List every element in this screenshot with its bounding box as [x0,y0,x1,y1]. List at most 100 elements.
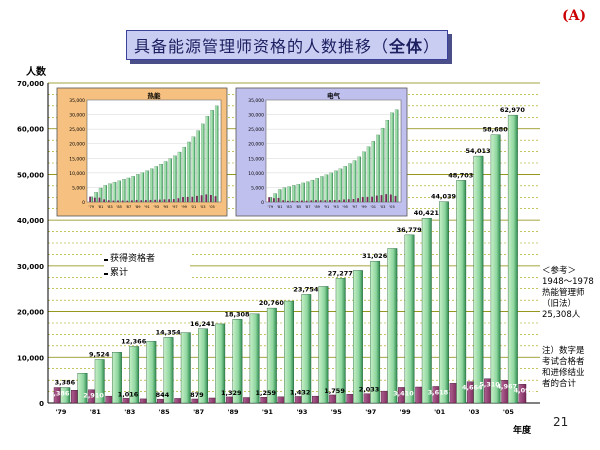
inset-cumulative-bar [173,155,177,203]
inset-annual-bar [300,200,303,202]
inset-annual-bar [117,200,119,202]
inset-annual-bar [366,196,369,202]
inset-cumulative-bar [315,178,319,203]
annual-bar [518,384,527,404]
inset-y-tick-label: 20,000 [248,142,264,148]
inset-annual-bar [191,196,194,202]
inset-cumulative-bar [296,184,301,203]
cumulative-data-label: 14,354 [156,328,182,336]
reference-note-line: ＜参考＞ [542,266,577,276]
inset-annual-bar [126,200,129,202]
cumulative-data-label: 44,039 [431,193,457,201]
footnote-line: 考试合格者 [542,357,585,367]
y-tick-label: 70,000 [17,80,44,88]
inset-y-tick-label: 0 [82,200,85,206]
title-close: ） [423,37,441,56]
inset-x-tick-label: '89 [135,205,141,209]
inset-x-tick-label: '97 [352,205,358,209]
inset-cumulative-bar [168,158,172,203]
inset-y-tick-label: 30,000 [248,113,264,119]
inset-y-tick-label: 25,000 [69,127,85,133]
x-tick-label: '87 [193,408,204,416]
inset-y-tick-label: 5,000 [251,185,264,191]
inset-annual-bar [112,200,115,202]
inset-x-tick-label: '89 [314,205,320,209]
inset-title: 热能 [148,91,162,100]
cumulative-bar [490,134,501,404]
annual-data-label: 1,329 [221,389,242,397]
footnote-line: 和进修结业 [542,368,585,378]
y-tick-label: 40,000 [17,217,44,225]
inset-annual-bar [103,199,106,202]
annual-bar [415,386,423,404]
cumulative-data-label: 62,970 [500,106,526,114]
cumulative-data-label: 40,421 [414,209,440,217]
inset-cumulative-bar [390,112,394,203]
inset-annual-bar [200,195,203,202]
inset-cumulative-bar [210,110,214,203]
cumulative-bar [370,260,381,404]
inset-annual-bar [380,195,383,202]
y-tick-label: 20,000 [17,309,44,317]
annual-bar [260,397,269,404]
cumulative-bar [318,286,329,404]
annual-bar [122,398,131,404]
inset-annual-bar [305,200,308,202]
annual-data-label: 3,618 [428,388,449,396]
inset-x-tick-label: '87 [305,205,311,209]
page-label: (A) [562,8,587,24]
cumulative-data-label: 58,680 [483,126,509,134]
annual-data-label: 4,664 [462,384,483,392]
inset-cumulative-bar [282,187,287,203]
y-tick-label: 10,000 [17,354,44,362]
inset-cumulative-bar [385,120,390,203]
inset-annual-bar [154,199,157,202]
inset-annual-bar [277,197,280,202]
cumulative-data-label: 12,366 [121,337,147,345]
inset-chart: 热能 0 5,000 10,000 15,000 20,000 25,000 30,000 35… [56,87,228,217]
annual-bar [329,394,337,404]
inset-cumulative-bar [140,172,145,203]
inset-y-tick-label: 5,000 [72,185,85,191]
inset-cumulative-bar [98,187,103,203]
cumulative-bar [439,201,449,404]
inset-annual-bar [319,200,322,202]
inset-cumulative-bar [334,170,338,203]
inset-x-tick-label: '91 [144,205,150,209]
x-tick-label: '83 [124,408,135,416]
inset-annual-bar [196,195,198,202]
inset-y-tick-label: 20,000 [69,142,85,148]
legend-cumulative: 累计 [110,268,129,278]
inset-cumulative-bar [182,146,186,203]
page-number: 21 [553,415,569,429]
inset-annual-bar [214,196,217,202]
inset-cumulative-bar [343,166,347,203]
annual-bar [363,393,372,404]
cumulative-data-label: 23,754 [293,285,319,293]
inset-cumulative-bar [348,163,352,203]
cumulative-bar [111,352,122,404]
annual-data-label: 1,259 [255,389,276,397]
footnote-line: 注）数字是 [542,346,585,356]
inset-x-tick-label: '05 [389,205,395,209]
title-strong: 全体 [389,37,424,56]
inset-cumulative-bar [201,123,205,203]
cumulative-bar [387,248,398,404]
cumulative-data-label: 16,241 [190,320,216,328]
cumulative-data-label: 3,386 [55,379,76,387]
annual-bar [243,397,251,404]
x-axis-label: 年度 [513,426,532,436]
cumulative-bar [215,323,226,404]
annual-data-label: 4,090 [514,386,535,394]
annual-bar [312,395,320,404]
cumulative-data-label: 27,277 [328,269,353,277]
annual-data-label: 3,386 [49,390,70,398]
inset-cumulative-bar [154,166,159,203]
inset-cumulative-bar [149,168,154,203]
inset-cumulative-bar [376,134,380,203]
inset-annual-bar [394,195,397,202]
inset-annual-bar [168,199,171,202]
cumulative-bar [421,218,432,404]
inset-x-tick-label: '95 [163,205,169,209]
inset-x-tick-label: '79 [89,205,95,209]
